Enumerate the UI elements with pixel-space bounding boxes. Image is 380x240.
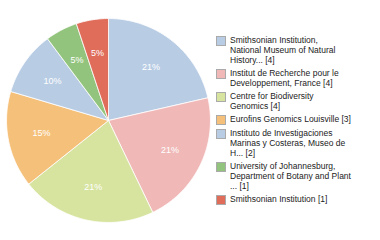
html-text:Smithsonian Institution [1]: Smithsonian Institution [1] [230, 194, 328, 204]
html-text:University of Johannesburg, De: University of Johannesburg, Department o… [230, 161, 351, 191]
html-text:Smithsonian Institution, Natio: Smithsonian Institution, National Museum… [230, 35, 336, 65]
html-text:Eurofins Genomics Louisville [: Eurofins Genomics Louisville [3] [230, 114, 351, 124]
svg-text:10%: 10% [43, 76, 61, 86]
svg-text:5%: 5% [70, 55, 83, 65]
svg-text:15%: 15% [32, 128, 50, 138]
html-text:Centre for Biodiversity Genomi: Centre for Biodiversity Genomics [4] [230, 91, 314, 111]
svg-text:5%: 5% [91, 48, 104, 58]
svg-text:21%: 21% [84, 182, 102, 192]
svg-text:21%: 21% [142, 62, 160, 72]
svg-text:21%: 21% [161, 145, 179, 155]
html-text:Institut de Recherche pour le: Institut de Recherche pour le Developpem… [230, 68, 339, 88]
html-text:Instituto de Investigaciones M: Instituto de Investigaciones Marinas y C… [230, 128, 346, 158]
